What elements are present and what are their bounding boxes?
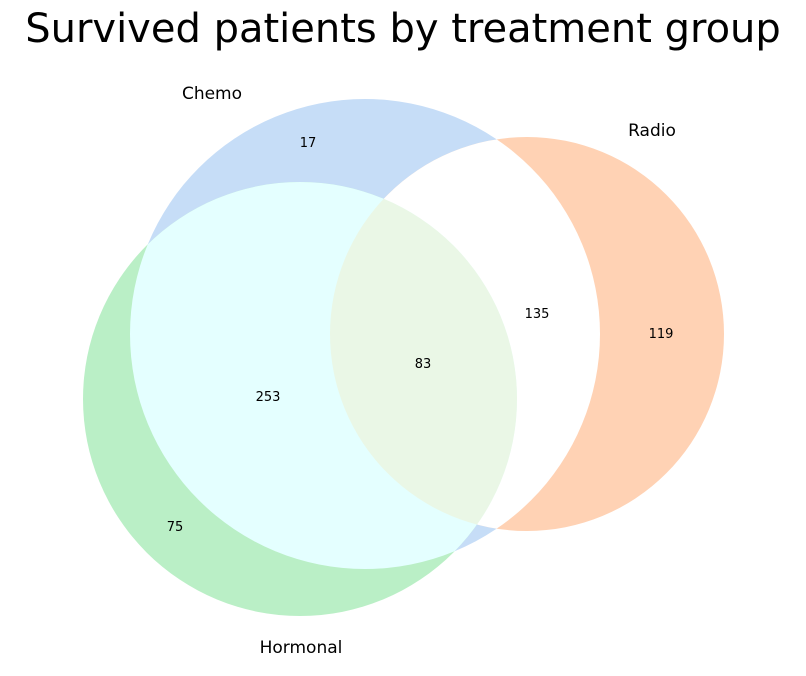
region-label-chemo-radio: 135: [525, 307, 550, 322]
region-label-radio-only: 119: [649, 327, 674, 342]
region-label-chemo-hormonal: 253: [256, 390, 281, 405]
region-label-all-three: 83: [415, 357, 432, 372]
set-label-chemo: Chemo: [182, 84, 242, 104]
set-label-radio: Radio: [628, 121, 676, 141]
region-label-hormonal-only: 75: [167, 520, 184, 535]
region-label-chemo-only: 17: [300, 136, 317, 151]
set-label-hormonal: Hormonal: [260, 638, 343, 658]
diagram-title: Survived patients by treatment group: [25, 6, 781, 52]
